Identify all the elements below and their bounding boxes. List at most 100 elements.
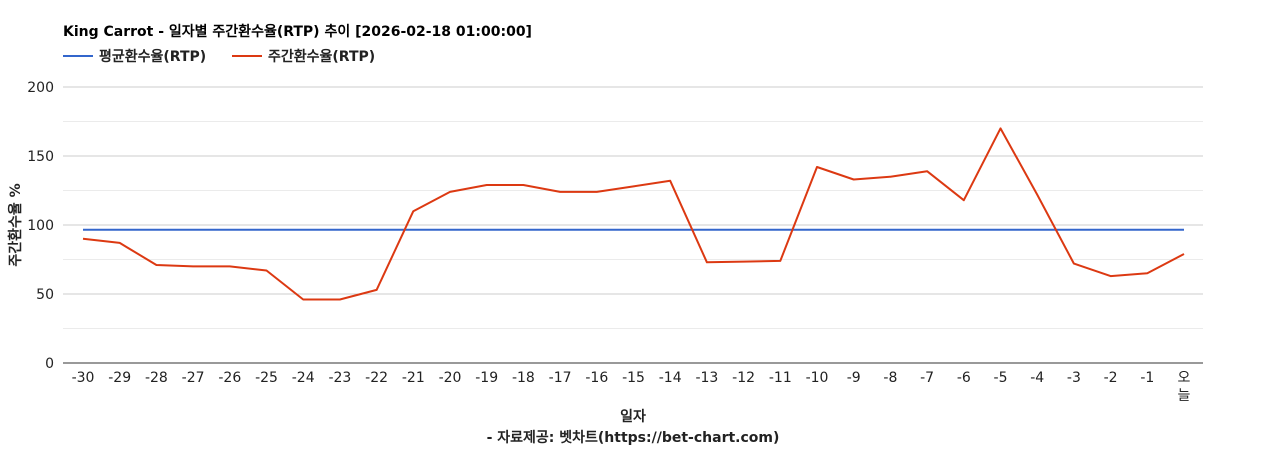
y-axis-label: 주간환수율 %: [7, 183, 24, 266]
x-tick-label: -12: [732, 370, 755, 386]
data-point-average: [1145, 228, 1149, 232]
data-point-average: [154, 228, 158, 232]
data-point-weekly: [1109, 274, 1113, 278]
data-point-average: [521, 228, 525, 232]
x-tick-label: -7: [920, 370, 934, 386]
data-point-weekly: [448, 190, 452, 194]
data-point-average: [815, 228, 819, 232]
x-tick-label: -24: [292, 370, 315, 386]
data-point-weekly: [485, 183, 489, 187]
data-point-average: [668, 228, 672, 232]
legend: 평균환수율(RTP) 주간환수율(RTP): [63, 48, 375, 65]
y-tick-labels: 0 50 100 150 200: [27, 80, 54, 372]
data-point-average: [1182, 228, 1186, 232]
data-point-weekly: [778, 259, 782, 263]
data-point-average: [118, 228, 122, 232]
data-point-average: [301, 228, 305, 232]
data-point-weekly: [154, 263, 158, 267]
data-point-weekly: [668, 179, 672, 183]
data-point-weekly: [595, 190, 599, 194]
x-tick-label: -29: [108, 370, 131, 386]
data-point-weekly: [301, 298, 305, 302]
x-tick-label: -1: [1140, 370, 1154, 386]
x-tick-label: -28: [145, 370, 168, 386]
x-tick-label: -27: [182, 370, 205, 386]
data-point-weekly: [632, 184, 636, 188]
data-point-average: [228, 228, 232, 232]
data-point-weekly: [1182, 252, 1186, 256]
x-tick-label: -23: [328, 370, 351, 386]
data-point-average: [448, 228, 452, 232]
data-point-average: [485, 228, 489, 232]
x-tick-label: -20: [439, 370, 462, 386]
y-tick-label: 200: [27, 80, 54, 96]
data-point-weekly: [118, 241, 122, 245]
x-tick-label: -11: [769, 370, 792, 386]
data-point-average: [999, 228, 1003, 232]
x-tick-label: -3: [1067, 370, 1081, 386]
x-tick-label: -21: [402, 370, 425, 386]
series-lines: [81, 127, 1186, 302]
chart-title: King Carrot - 일자별 주간환수율(RTP) 추이 [2026-02…: [63, 23, 532, 40]
x-tick-label: -8: [883, 370, 897, 386]
y-tick-label: 100: [27, 218, 54, 234]
data-point-average: [411, 228, 415, 232]
data-point-average: [1109, 228, 1113, 232]
x-tick-label: -26: [218, 370, 241, 386]
data-point-average: [778, 228, 782, 232]
x-tick-label: -6: [957, 370, 971, 386]
data-point-weekly: [265, 269, 269, 273]
x-tick-labels: -30 -29 -28 -27 -26 -25 -24 -23 -22 -21 -20 -19 -18-…: [72, 370, 1191, 404]
x-tick-label: -25: [255, 370, 278, 386]
x-tick-label: -22: [365, 370, 388, 386]
x-tick-label: 오: [1178, 370, 1191, 386]
data-point-weekly: [888, 175, 892, 179]
x-tick-label: -14: [659, 370, 682, 386]
data-point-average: [595, 228, 599, 232]
data-point-average: [375, 228, 379, 232]
data-point-weekly: [521, 183, 525, 187]
series-line-weekly-rtp: [82, 127, 1185, 301]
data-point-weekly: [925, 169, 929, 173]
data-point-average: [852, 228, 856, 232]
x-axis-label: 일자: [620, 409, 646, 425]
source-credit: - 자료제공: 벳차트(https://bet-chart.com): [487, 429, 780, 446]
x-tick-label: -13: [695, 370, 718, 386]
data-point-average: [558, 228, 562, 232]
data-point-average: [191, 228, 195, 232]
data-point-weekly: [1145, 271, 1149, 275]
data-point-average: [1072, 228, 1076, 232]
x-tick-label: -17: [549, 370, 572, 386]
data-point-average: [925, 228, 929, 232]
legend-label-average: 평균환수율(RTP): [99, 48, 206, 65]
x-tick-label: -18: [512, 370, 535, 386]
x-tick-label: 늘: [1178, 388, 1191, 404]
data-point-weekly: [81, 237, 85, 241]
y-tick-label: 0: [45, 356, 54, 372]
x-tick-label: -15: [622, 370, 645, 386]
data-point-average: [888, 228, 892, 232]
x-tick-label: -5: [994, 370, 1008, 386]
data-point-weekly: [705, 260, 709, 264]
data-point-average: [705, 228, 709, 232]
x-tick-label: -16: [585, 370, 608, 386]
y-tick-label: 150: [27, 149, 54, 165]
data-point-average: [338, 228, 342, 232]
x-tick-label: -4: [1030, 370, 1044, 386]
data-point-weekly: [411, 209, 415, 213]
gridlines: [63, 86, 1203, 364]
x-tick-label: -30: [72, 370, 95, 386]
data-point-weekly: [815, 165, 819, 169]
data-point-average: [962, 228, 966, 232]
y-tick-label: 50: [36, 287, 54, 303]
legend-label-weekly: 주간환수율(RTP): [268, 48, 375, 65]
data-point-weekly: [1072, 262, 1076, 266]
data-point-weekly: [558, 190, 562, 194]
data-point-average: [742, 228, 746, 232]
data-point-weekly: [852, 177, 856, 181]
data-point-average: [632, 228, 636, 232]
data-point-weekly: [228, 264, 232, 268]
data-point-weekly: [375, 288, 379, 292]
data-point-weekly: [191, 264, 195, 268]
